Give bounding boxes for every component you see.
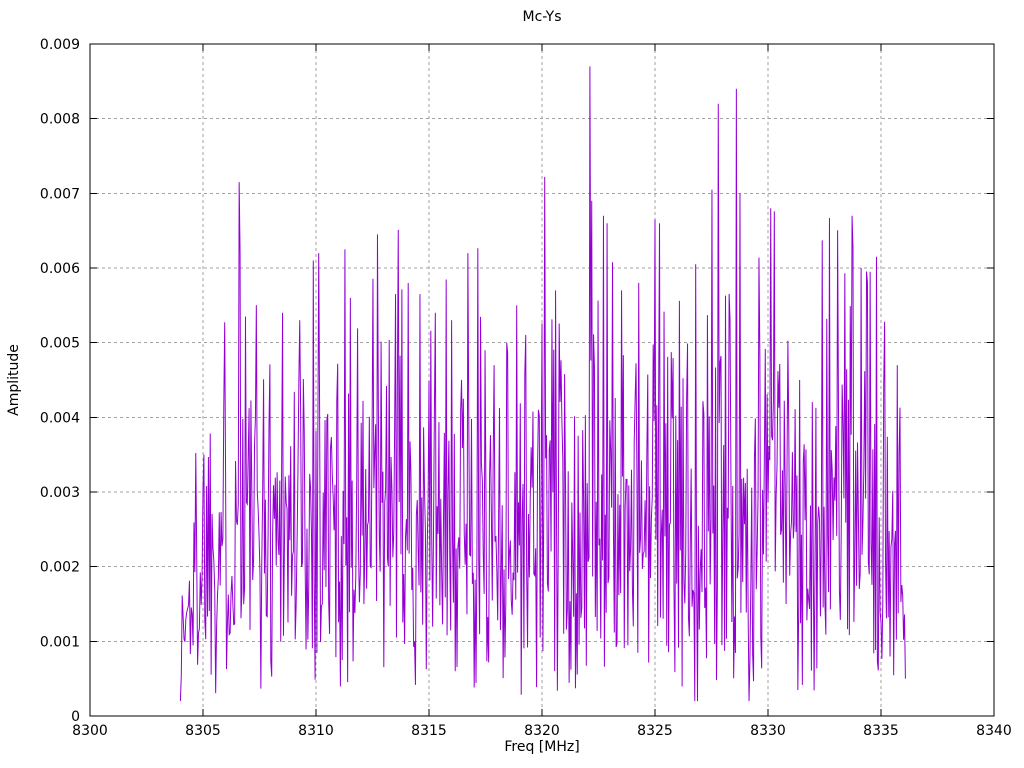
- x-tick-label: 8335: [863, 723, 899, 739]
- y-axis-label: Amplitude: [6, 344, 22, 416]
- y-tick-label: 0.002: [40, 560, 80, 576]
- series-line: [179, 66, 906, 702]
- chart-title: Mc-Ys: [522, 9, 562, 25]
- y-tick-label: 0.004: [40, 410, 80, 426]
- y-tick-label: 0.007: [40, 186, 80, 202]
- x-tick-label: 8320: [524, 723, 560, 739]
- x-axis-label: Freq [MHz]: [504, 739, 580, 755]
- x-tick-label: 8315: [411, 723, 447, 739]
- x-tick-label: 8340: [976, 723, 1012, 739]
- y-tick-label: 0.006: [40, 261, 80, 277]
- x-tick-label: 8300: [72, 723, 108, 739]
- x-tick-label: 8305: [185, 723, 221, 739]
- y-tick-label: 0.008: [40, 112, 80, 128]
- x-tick-label: 8330: [750, 723, 786, 739]
- y-tick-label: 0.005: [40, 336, 80, 352]
- y-tick-label: 0.009: [40, 37, 80, 53]
- y-tick-label: 0: [71, 709, 80, 725]
- x-tick-label: 8310: [298, 723, 334, 739]
- y-tick-label: 0.001: [40, 634, 80, 650]
- y-tick-label: 0.003: [40, 485, 80, 501]
- x-tick-label: 8325: [637, 723, 673, 739]
